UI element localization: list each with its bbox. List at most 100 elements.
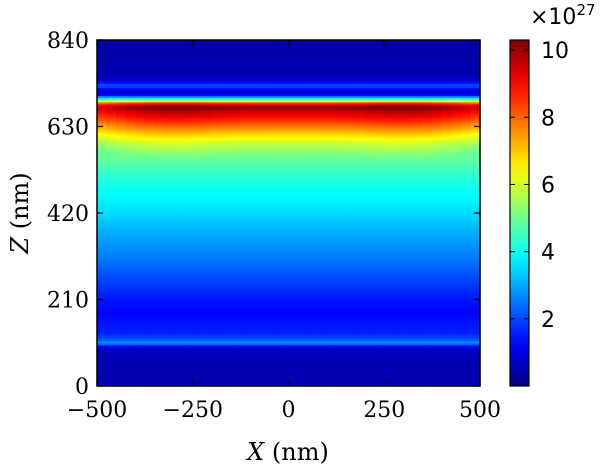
heatmap-cell [355, 369, 366, 373]
heatmap-cell [231, 180, 242, 183]
heatmap-cell [460, 241, 472, 245]
heatmap-cell [278, 301, 290, 305]
heatmap-cell [135, 307, 146, 311]
heatmap-cell [441, 260, 452, 264]
heatmap-cell [164, 381, 175, 385]
heatmap-cell [317, 355, 328, 358]
heatmap-cell [173, 340, 184, 344]
heatmap-cell [231, 324, 242, 327]
heatmap-cell [97, 355, 108, 358]
heatmap-cell [154, 151, 165, 154]
heatmap-cell [336, 223, 347, 226]
heatmap-cell [240, 256, 251, 259]
heatmap-cell [154, 171, 165, 175]
heatmap-cell [355, 375, 366, 379]
heatmap-cell [384, 268, 395, 272]
heatmap-cell [269, 196, 280, 200]
heatmap-cell [393, 142, 404, 146]
heatmap-cell [202, 320, 213, 323]
heatmap-cell [202, 266, 213, 270]
heatmap-cell [374, 147, 385, 150]
heatmap-cell [135, 151, 146, 154]
heatmap-cell [393, 353, 404, 356]
heatmap-cell [298, 340, 309, 344]
heatmap-cell [355, 221, 366, 224]
heatmap-cell [202, 301, 213, 305]
heatmap-cell [393, 175, 404, 179]
heatmap-cell [432, 142, 443, 146]
heatmap-cell [125, 173, 136, 177]
heatmap-cell [345, 357, 357, 360]
heatmap-cell [221, 192, 232, 196]
heatmap-cell [259, 342, 270, 346]
heatmap-cell [432, 204, 443, 208]
heatmap-cell [125, 373, 136, 377]
heatmap-cell [192, 219, 203, 222]
heatmap-cell [374, 318, 385, 321]
heatmap-cell [192, 346, 203, 350]
heatmap-cell [470, 301, 481, 305]
heatmap-cell [144, 256, 156, 259]
heatmap-cell [259, 348, 270, 352]
heatmap-cell [288, 258, 299, 261]
heatmap-cell [269, 260, 280, 264]
heatmap-cell [154, 245, 165, 249]
heatmap-cell [125, 264, 136, 268]
heatmap-cell [183, 346, 194, 350]
heatmap-cell [278, 130, 290, 134]
heatmap-cell [326, 213, 337, 216]
heatmap-cell [164, 130, 175, 134]
heatmap-cell [288, 134, 299, 138]
heatmap-cell [97, 289, 108, 292]
heatmap-cell [441, 289, 452, 292]
heatmap-cell [97, 340, 108, 344]
heatmap-cell [365, 182, 376, 185]
heatmap-cell [221, 138, 232, 142]
heatmap-cell [183, 344, 194, 348]
heatmap-cell [202, 138, 213, 142]
heatmap-cell [154, 254, 165, 257]
heatmap-cell [326, 320, 337, 323]
heatmap-cell [250, 365, 261, 369]
heatmap-cell [345, 295, 357, 299]
heatmap-cell [412, 175, 424, 179]
heatmap-cell [393, 297, 404, 301]
heatmap-cell [288, 320, 299, 323]
heatmap-cell [259, 309, 270, 313]
heatmap-cell [326, 202, 337, 206]
heatmap-cell [412, 153, 424, 156]
heatmap-cell [422, 196, 433, 200]
heatmap-cell [231, 278, 242, 282]
heatmap-cell [365, 243, 376, 247]
heatmap-cell [365, 348, 376, 352]
heatmap-cell [250, 344, 261, 348]
heatmap-cell [106, 322, 117, 325]
heatmap-cell [221, 163, 232, 167]
heatmap-cell [106, 258, 117, 261]
heatmap-cell [231, 357, 242, 360]
heatmap-cell [432, 221, 443, 224]
heatmap-cell [144, 377, 156, 381]
heatmap-cell [221, 283, 232, 286]
heatmap-cell [345, 254, 357, 257]
heatmap-cell [164, 344, 175, 348]
heatmap-cell [97, 210, 108, 214]
heatmap-cell [250, 287, 261, 290]
heatmap-cell [384, 365, 395, 369]
heatmap-cell [403, 145, 414, 148]
heatmap-cell [173, 188, 184, 191]
heatmap-cell [307, 165, 318, 169]
heatmap-cell [106, 182, 117, 185]
heatmap-cell [441, 291, 452, 294]
heatmap-cell [106, 223, 117, 226]
heatmap-cell [432, 336, 443, 340]
heatmap-cell [125, 243, 136, 247]
heatmap-cell [154, 196, 165, 200]
heatmap-cell [374, 210, 385, 214]
heatmap-cell [441, 138, 452, 142]
heatmap-cell [384, 297, 395, 301]
heatmap-cell [307, 315, 318, 319]
heatmap-cell [259, 340, 270, 344]
heatmap-cell [288, 149, 299, 152]
heatmap-cell [460, 287, 472, 290]
